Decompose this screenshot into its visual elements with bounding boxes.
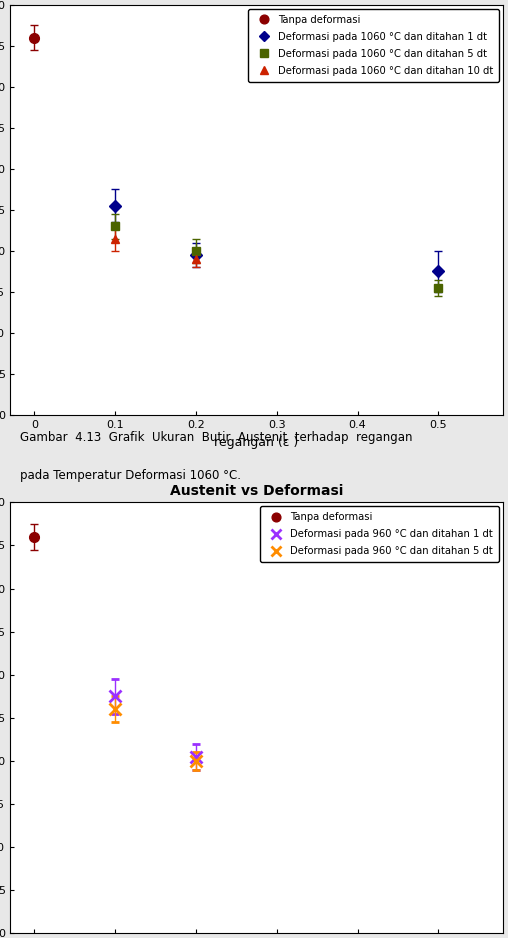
Legend: Tanpa deformasi, Deformasi pada 960 °C dan ditahan 1 dt, Deformasi pada 960 °C d: Tanpa deformasi, Deformasi pada 960 °C d…: [260, 507, 499, 563]
Text: Gambar  4.13  Grafik  Ukuran  Butir  Austenit  terhadap  regangan: Gambar 4.13 Grafik Ukuran Butir Austenit…: [20, 431, 412, 444]
Legend: Tanpa deformasi, Deformasi pada 1060 °C dan ditahan 1 dt, Deformasi pada 1060 °C: Tanpa deformasi, Deformasi pada 1060 °C …: [248, 8, 499, 82]
X-axis label: regangan (ε ): regangan (ε ): [214, 435, 299, 448]
Text: pada Temperatur Deformasi 1060 °C.: pada Temperatur Deformasi 1060 °C.: [20, 469, 241, 482]
Title: Austenit vs Deformasi: Austenit vs Deformasi: [170, 484, 343, 498]
